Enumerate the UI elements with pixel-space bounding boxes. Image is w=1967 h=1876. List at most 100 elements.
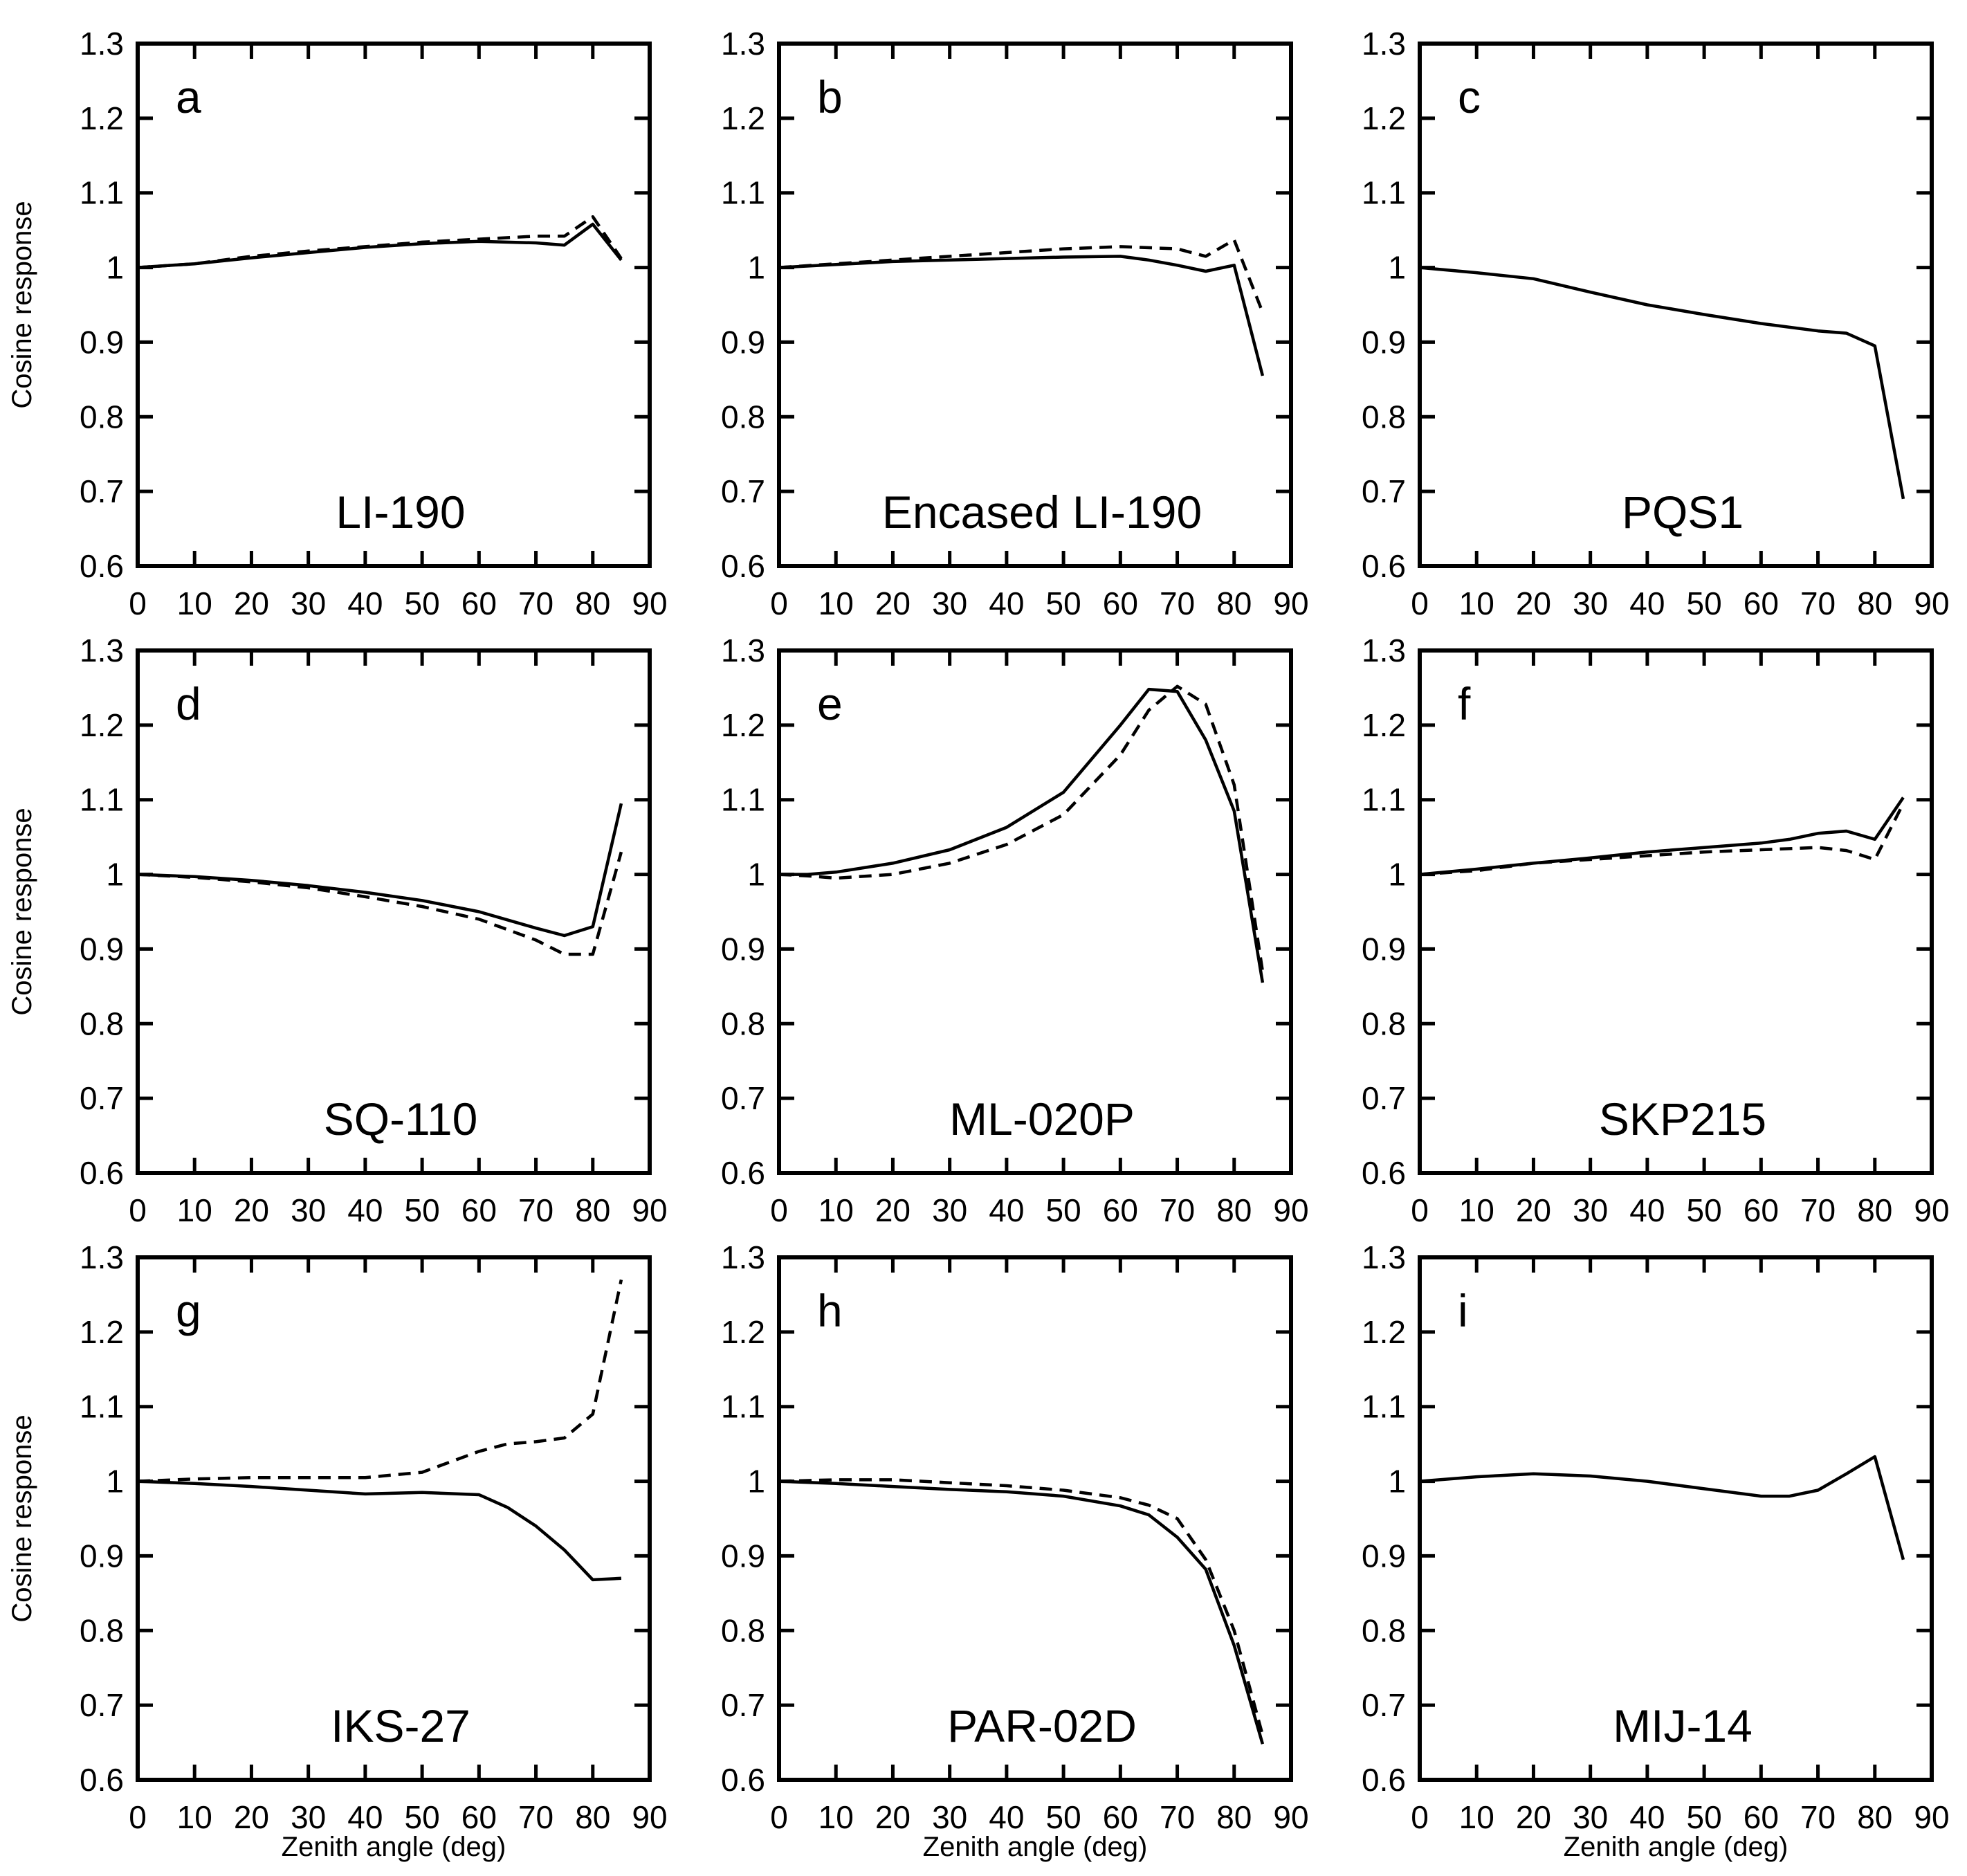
y-tick-label: 1: [1388, 250, 1406, 286]
x-tick-label: 70: [1160, 1192, 1195, 1228]
x-tick-label: 10: [177, 1799, 212, 1835]
y-tick-label: 0.6: [80, 1762, 124, 1798]
panel-f: 0 10 20 30 40 50 60 70 80 90 0.6 0.7 0.8 0.9 1 1.1 1.2 1.…: [1362, 632, 1950, 1228]
x-tick-label: 30: [291, 1192, 326, 1228]
x-axis-label: Zenith angle (deg): [282, 1832, 506, 1862]
x-tick-label: 90: [1273, 1192, 1308, 1228]
x-tick-label: 40: [1629, 1799, 1665, 1835]
series-line-dashed: [778, 1478, 1265, 1736]
series-line-solid: [1419, 1455, 1905, 1560]
y-tick-label: 0.9: [1362, 324, 1406, 360]
y-axis-label: Cosine response: [7, 808, 37, 1015]
x-tick-label: 30: [932, 1192, 967, 1228]
y-tick-label: 0.7: [80, 1080, 124, 1116]
y-tick-label: 0.6: [1362, 1155, 1406, 1191]
y-tick-label: 1: [747, 857, 765, 893]
y-tick-label: 0.6: [80, 1155, 124, 1191]
panel-c: 0 10 20 30 40 50 60 70 80 90 0.6 0.7 0.8 0.9 1 1.1 1.2 1.…: [1362, 26, 1950, 621]
y-tick-label: 0.8: [80, 1005, 124, 1041]
y-tick-label: 0.8: [721, 1005, 765, 1041]
panel-i: 0 10 20 30 40 50 60 70 80 90 0.6 0.7 0.8 0.9 1 1.1 1.2 1.…: [1362, 1239, 1950, 1862]
instrument-label: IKS-27: [331, 1700, 470, 1751]
x-tick-label: 40: [989, 1799, 1024, 1835]
x-tick-label: 60: [1103, 585, 1138, 621]
y-tick-label: 0.8: [80, 1612, 124, 1648]
x-tick-label: 60: [1103, 1799, 1138, 1835]
y-tick-label: 1.3: [80, 1239, 124, 1275]
series-line-solid: [778, 255, 1265, 376]
x-tick-label: 30: [932, 585, 967, 621]
y-tick-label: 0.7: [721, 1080, 765, 1116]
y-tick-label: 0.7: [80, 473, 124, 509]
y-tick-label: 1.2: [721, 1314, 765, 1350]
x-tick-label: 30: [932, 1799, 967, 1835]
y-tick-label: 1.2: [80, 707, 124, 743]
x-tick-label: 0: [1411, 1799, 1429, 1835]
x-tick-label: 10: [1459, 1799, 1494, 1835]
instrument-label: PQS1: [1622, 486, 1744, 538]
y-tick-label: 1.3: [721, 632, 765, 668]
y-tick-label: 0.6: [721, 1762, 765, 1798]
instrument-label: MIJ-14: [1613, 1700, 1753, 1751]
y-tick-label: 0.6: [721, 548, 765, 584]
x-tick-label: 60: [1103, 1192, 1138, 1228]
y-tick-label: 0.9: [721, 1538, 765, 1574]
x-axis-label: Zenith angle (deg): [1564, 1832, 1788, 1862]
x-tick-label: 0: [770, 1192, 788, 1228]
y-tick-label: 0.9: [80, 931, 124, 967]
series-line-dashed: [137, 851, 623, 956]
y-tick-label: 1.1: [721, 175, 765, 211]
x-axis-label: Zenith angle (deg): [923, 1832, 1148, 1862]
x-tick-label: 20: [234, 1192, 269, 1228]
series-line-dashed: [137, 1279, 623, 1483]
x-tick-label: 10: [1459, 1192, 1494, 1228]
x-tick-label: 90: [632, 1192, 667, 1228]
y-tick-label: 1.2: [1362, 100, 1406, 136]
y-tick-label: 0.6: [1362, 548, 1406, 584]
instrument-label: Encased LI-190: [882, 486, 1202, 538]
x-tick-label: 90: [1914, 585, 1949, 621]
y-tick-label: 1.2: [80, 100, 124, 136]
x-tick-label: 50: [1687, 1192, 1722, 1228]
series-line-solid: [1419, 266, 1905, 500]
y-tick-label: 1.2: [1362, 707, 1406, 743]
y-tick-label: 1.2: [721, 100, 765, 136]
panel-letter: f: [1458, 678, 1471, 729]
x-tick-label: 10: [818, 1799, 854, 1835]
series-line-dashed: [778, 684, 1265, 972]
y-tick-label: 1.1: [721, 1389, 765, 1425]
plot-frame: [777, 42, 1293, 568]
x-tick-label: 70: [1160, 1799, 1195, 1835]
panel-a: 0 10 20 30 40 50 60 70 80 90 0.6 0.7 0.8 0.9 1 1.1 1.2 1.…: [7, 26, 668, 621]
x-tick-label: 90: [632, 1799, 667, 1835]
x-tick-label: 50: [1687, 1799, 1722, 1835]
x-tick-label: 80: [1857, 1192, 1892, 1228]
y-tick-label: 1.1: [1362, 175, 1406, 211]
instrument-label: LI-190: [336, 486, 465, 538]
x-tick-label: 20: [234, 585, 269, 621]
x-tick-label: 90: [632, 585, 667, 621]
x-tick-label: 70: [1800, 1799, 1836, 1835]
y-tick-label: 0.8: [721, 1612, 765, 1648]
y-tick-label: 1: [1388, 857, 1406, 893]
x-tick-label: 60: [1744, 1192, 1779, 1228]
plot-frame: [136, 648, 652, 1175]
x-tick-label: 70: [518, 1799, 553, 1835]
y-tick-label: 0.9: [1362, 1538, 1406, 1574]
x-tick-label: 40: [347, 1799, 383, 1835]
y-tick-label: 0.8: [1362, 1005, 1406, 1041]
x-tick-label: 30: [1573, 585, 1608, 621]
y-tick-label: 1.1: [721, 782, 765, 818]
panel-letter: d: [176, 678, 201, 729]
y-tick-label: 1.3: [721, 26, 765, 62]
x-tick-label: 80: [1216, 585, 1252, 621]
y-tick-label: 0.8: [80, 399, 124, 435]
series-line-dashed: [137, 215, 623, 269]
x-tick-label: 30: [291, 1799, 326, 1835]
x-tick-label: 30: [1573, 1799, 1608, 1835]
x-tick-label: 20: [875, 1192, 911, 1228]
x-tick-label: 70: [1160, 585, 1195, 621]
x-tick-label: 40: [1629, 585, 1665, 621]
y-tick-label: 1.1: [80, 175, 124, 211]
y-tick-label: 0.7: [1362, 473, 1406, 509]
